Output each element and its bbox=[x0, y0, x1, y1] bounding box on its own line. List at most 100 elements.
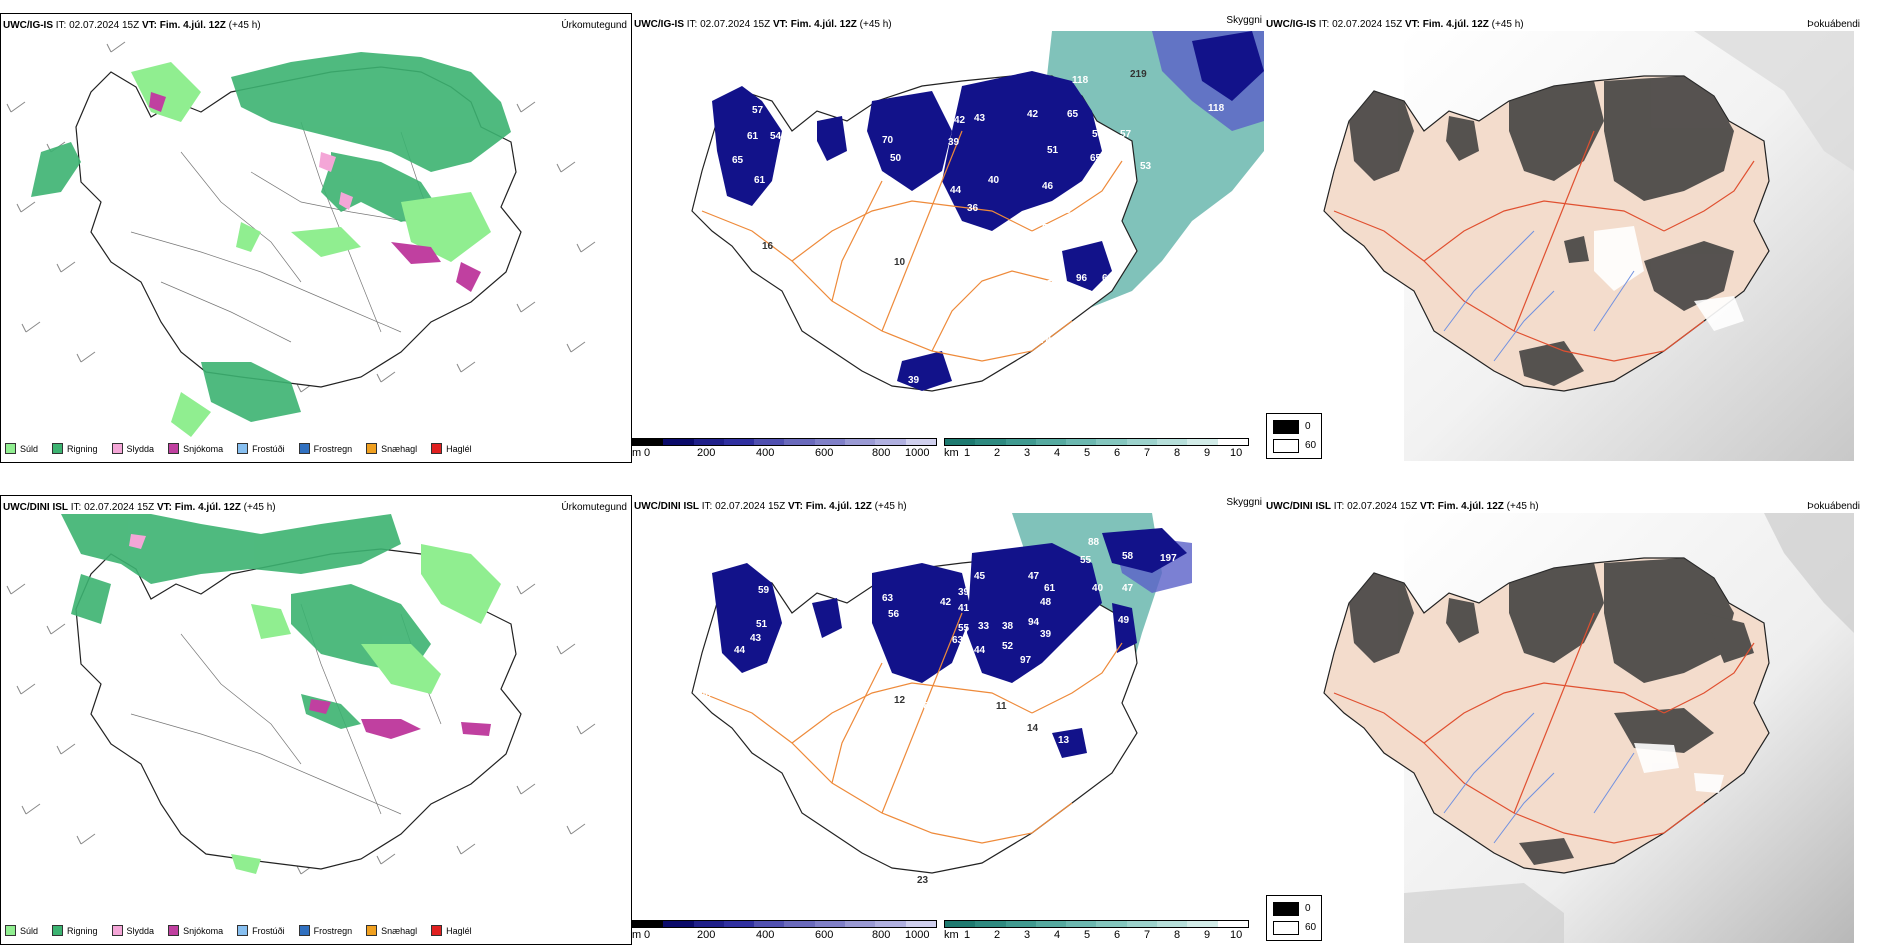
model-name: UWC/IG-IS bbox=[3, 20, 53, 31]
cloud-value: 47 bbox=[1122, 583, 1134, 594]
scale-swatch bbox=[1126, 439, 1158, 445]
scale-tick: 1 bbox=[964, 929, 971, 941]
cloud-value: 88 bbox=[1088, 537, 1100, 548]
scale-swatch bbox=[663, 921, 694, 927]
init-time: 02.07.2024 15Z bbox=[69, 20, 140, 31]
row-top: UWC/IG-IS IT: 02.07.2024 15Z VT: Fim. 4.… bbox=[0, 13, 1900, 465]
cloud-value-labels: 118 219 118 57 61 54 65 61 43 49 70 50 4… bbox=[702, 69, 1225, 406]
cloud-base-scale: m 0 200 400 600 800 1000 bbox=[632, 920, 937, 942]
scale-swatch bbox=[875, 921, 906, 927]
scale-tick: 800 bbox=[872, 929, 891, 941]
legend-label: Snæhagl bbox=[381, 443, 418, 454]
legend-item: Frostúði bbox=[237, 925, 285, 936]
cloud-value: 219 bbox=[1130, 69, 1147, 80]
scale-tick: 3 bbox=[1024, 929, 1031, 941]
panel-title: Skyggni bbox=[1226, 15, 1262, 26]
legend-label: Súld bbox=[20, 443, 39, 454]
scale-swatch bbox=[1217, 439, 1248, 445]
scale-swatch bbox=[633, 439, 664, 445]
cloud-value: 44 bbox=[974, 645, 986, 656]
valid-label: VT: bbox=[772, 19, 788, 30]
model-name: UWC/DINI ISL bbox=[634, 501, 699, 512]
legend-swatch bbox=[52, 925, 64, 936]
init-time: 02.07.2024 15Z bbox=[1347, 501, 1418, 512]
init-label: IT: bbox=[55, 20, 67, 31]
lead-time: (+45 h) bbox=[1506, 501, 1539, 512]
scale-swatch bbox=[754, 921, 785, 927]
legend-label: Súld bbox=[20, 925, 39, 936]
cloud-value: 79 bbox=[1060, 205, 1072, 216]
precip-legend: Súld Rigning Slydda Snjókoma Frostúði Fr… bbox=[5, 443, 472, 454]
cloud-value: 58 bbox=[1042, 223, 1054, 234]
cloud-value: 23 bbox=[917, 875, 929, 886]
cloud-value: 43 bbox=[974, 113, 986, 124]
cloud-value: 61 bbox=[747, 131, 759, 142]
panel-header: UWC/DINI ISL IT: 02.07.2024 15Z VT: Fim.… bbox=[1266, 501, 1539, 512]
scale-tick: 10 bbox=[1230, 447, 1243, 459]
cloud-value: 96 bbox=[1076, 273, 1088, 284]
sleet-areas bbox=[319, 152, 353, 210]
cloud-value: 63 bbox=[882, 593, 894, 604]
cloud-value: 81 bbox=[1022, 211, 1034, 222]
legend-item: Slydda bbox=[111, 443, 154, 454]
scale-swatch bbox=[784, 921, 815, 927]
cloud-value: 43 bbox=[762, 191, 774, 202]
cloud-value: 39 bbox=[908, 375, 920, 386]
legend-label: Haglél bbox=[446, 443, 472, 454]
cloud-value: 39 bbox=[958, 587, 970, 598]
cloud-value: 12 bbox=[1047, 273, 1059, 284]
cloud-value: 44 bbox=[774, 563, 786, 574]
cloud-value: 46 bbox=[1042, 181, 1054, 192]
legend-label: Snjókoma bbox=[183, 443, 224, 454]
scale-tick: 6 bbox=[1114, 447, 1121, 459]
fog-sea-band bbox=[1764, 513, 1854, 633]
cloud-visibility-panel: UWC/DINI ISL IT: 02.07.2024 15Z VT: Fim.… bbox=[632, 495, 1264, 947]
legend-item: Snæhagl bbox=[366, 925, 417, 936]
cloud-value: 88 bbox=[1028, 673, 1040, 684]
cloud-value: 33 bbox=[978, 621, 990, 632]
scale-tick: 5 bbox=[1084, 447, 1091, 459]
scale-unit: m bbox=[632, 929, 642, 941]
legend-item: Frostregn bbox=[298, 925, 352, 936]
fog-legend-dark-swatch bbox=[1273, 902, 1299, 916]
cloud-value: 63 bbox=[952, 635, 964, 646]
drizzle-areas bbox=[131, 62, 491, 437]
legend-label: Slydda bbox=[126, 925, 155, 936]
cloud-value: 51 bbox=[756, 619, 768, 630]
legend-item: Slydda bbox=[111, 925, 155, 936]
fog-legend-light-swatch bbox=[1273, 439, 1299, 453]
cloud-value: 61 bbox=[1044, 583, 1056, 594]
scale-swatch bbox=[1126, 921, 1158, 927]
cloud-visibility-panel: UWC/IG-IS IT: 02.07.2024 15Z VT: Fim. 4.… bbox=[632, 13, 1264, 465]
cloud-value: 98 bbox=[918, 701, 930, 712]
model-name: UWC/IG-IS bbox=[634, 19, 684, 30]
cloud-value: 50 bbox=[1092, 129, 1104, 140]
scale-swatch bbox=[905, 439, 936, 445]
fog-white-areas bbox=[1634, 743, 1724, 793]
cloud-value: 95 bbox=[1080, 289, 1092, 300]
valid-label: VT: bbox=[1419, 501, 1435, 512]
snow-areas bbox=[309, 699, 491, 739]
cloud-value: 41 bbox=[958, 603, 970, 614]
cloud-value: 50 bbox=[890, 153, 902, 164]
legend-swatch bbox=[237, 443, 249, 454]
panel-header: UWC/DINI ISL IT: 02.07.2024 15Z VT: Fim.… bbox=[3, 502, 276, 513]
legend-item: Snjókoma bbox=[168, 443, 223, 454]
cloud-value: 47 bbox=[1028, 571, 1040, 582]
valid-label: VT: bbox=[141, 20, 157, 31]
precip-map bbox=[6, 41, 596, 437]
vis-value: 12 bbox=[894, 695, 906, 706]
cloud-value: 118 bbox=[1072, 75, 1089, 86]
cloud-value: 34 bbox=[926, 391, 938, 402]
legend-swatch bbox=[298, 925, 310, 936]
legend-item: Snjókoma bbox=[168, 925, 223, 936]
fog-legend: 0 60 bbox=[1266, 895, 1322, 941]
scale-swatch bbox=[1157, 439, 1188, 445]
cloud-value: 54 bbox=[770, 131, 782, 142]
fog-map bbox=[1323, 31, 1854, 461]
cloud-value: 42 bbox=[954, 115, 966, 126]
vis-value: 16 bbox=[762, 241, 774, 252]
precip-legend: Súld Rigning Slydda Snjókoma Frostúði Fr… bbox=[5, 925, 472, 936]
lead-time: (+45 h) bbox=[228, 20, 261, 31]
legend-label: Snjókoma bbox=[183, 925, 224, 936]
